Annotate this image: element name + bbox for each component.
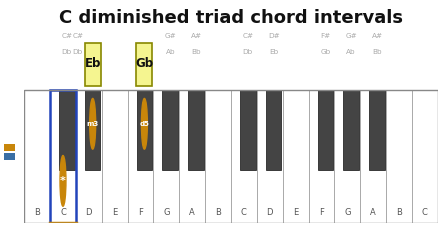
Bar bbox=[76, 90, 102, 223]
Text: D: D bbox=[267, 208, 273, 217]
Text: Eb: Eb bbox=[84, 57, 101, 70]
Bar bbox=[240, 90, 256, 170]
Text: d5: d5 bbox=[139, 121, 149, 127]
Bar bbox=[360, 90, 386, 223]
Text: A: A bbox=[189, 208, 195, 217]
Bar bbox=[386, 90, 412, 223]
Bar bbox=[4, 144, 15, 151]
Bar bbox=[128, 90, 154, 223]
FancyBboxPatch shape bbox=[136, 43, 152, 86]
Bar bbox=[180, 90, 205, 223]
Bar bbox=[205, 90, 231, 223]
Text: m3: m3 bbox=[87, 121, 99, 127]
Text: C#: C# bbox=[72, 34, 83, 39]
Text: B: B bbox=[215, 208, 221, 217]
Bar bbox=[257, 90, 283, 223]
Bar bbox=[344, 90, 359, 170]
Bar bbox=[188, 90, 204, 170]
Text: C#: C# bbox=[61, 34, 73, 39]
Bar bbox=[102, 90, 128, 223]
Text: C diminished triad chord intervals: C diminished triad chord intervals bbox=[59, 9, 403, 27]
Text: Bb: Bb bbox=[372, 49, 382, 55]
Circle shape bbox=[90, 98, 95, 149]
Bar bbox=[137, 90, 152, 170]
Text: E: E bbox=[293, 208, 298, 217]
Circle shape bbox=[60, 155, 66, 206]
Text: C: C bbox=[60, 208, 66, 217]
Text: G#: G# bbox=[165, 34, 176, 39]
Text: Db: Db bbox=[62, 49, 72, 55]
Text: Db: Db bbox=[243, 49, 253, 55]
Bar bbox=[85, 90, 100, 170]
Text: G#: G# bbox=[345, 34, 357, 39]
Text: A: A bbox=[370, 208, 376, 217]
Text: G: G bbox=[163, 208, 170, 217]
Text: B: B bbox=[396, 208, 402, 217]
Text: C: C bbox=[422, 208, 428, 217]
Text: C: C bbox=[241, 208, 247, 217]
Bar bbox=[4, 153, 15, 160]
Text: Gb: Gb bbox=[136, 57, 154, 70]
Bar bbox=[266, 90, 282, 170]
Text: D: D bbox=[85, 208, 92, 217]
Text: E: E bbox=[112, 208, 117, 217]
Text: Gb: Gb bbox=[320, 49, 330, 55]
Bar bbox=[162, 90, 178, 170]
Bar bbox=[50, 90, 76, 223]
Bar bbox=[308, 90, 334, 223]
Bar bbox=[231, 90, 257, 223]
Bar bbox=[369, 90, 385, 170]
Circle shape bbox=[141, 98, 147, 149]
Text: Db: Db bbox=[73, 49, 83, 55]
Text: G: G bbox=[344, 208, 351, 217]
Text: Bb: Bb bbox=[191, 49, 201, 55]
Bar bbox=[59, 90, 75, 170]
Text: F: F bbox=[319, 208, 324, 217]
Text: C#: C# bbox=[242, 34, 253, 39]
Bar bbox=[334, 90, 360, 223]
Bar bbox=[24, 90, 438, 223]
Text: F: F bbox=[138, 208, 143, 217]
Text: B: B bbox=[34, 208, 40, 217]
Text: F#: F# bbox=[320, 34, 330, 39]
Text: Ab: Ab bbox=[346, 49, 356, 55]
Text: A#: A# bbox=[191, 34, 202, 39]
Bar bbox=[412, 90, 438, 223]
Bar bbox=[318, 90, 333, 170]
Text: Eb: Eb bbox=[269, 49, 278, 55]
Text: D#: D# bbox=[268, 34, 279, 39]
Text: Ab: Ab bbox=[165, 49, 175, 55]
Text: *: * bbox=[60, 176, 66, 186]
Bar bbox=[283, 90, 308, 223]
FancyBboxPatch shape bbox=[84, 43, 101, 86]
Text: basicmusictheory.com: basicmusictheory.com bbox=[7, 66, 12, 132]
Bar bbox=[24, 90, 50, 223]
Text: A#: A# bbox=[371, 34, 383, 39]
Bar bbox=[50, 90, 76, 223]
Bar bbox=[154, 90, 180, 223]
